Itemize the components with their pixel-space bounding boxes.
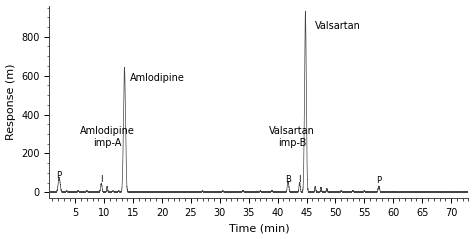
Text: Amlodipine
imp-A: Amlodipine imp-A xyxy=(80,126,135,147)
Y-axis label: Response (m): Response (m) xyxy=(6,64,16,140)
Text: I: I xyxy=(100,175,102,184)
Text: Valsartan
imp-B: Valsartan imp-B xyxy=(269,126,315,147)
Text: I: I xyxy=(299,175,301,184)
Text: P: P xyxy=(376,176,382,185)
Text: B: B xyxy=(285,175,291,184)
Text: Amlodipine: Amlodipine xyxy=(130,73,185,83)
Text: P: P xyxy=(56,171,62,180)
Text: Valsartan: Valsartan xyxy=(315,21,361,31)
X-axis label: Time (min): Time (min) xyxy=(228,223,289,234)
